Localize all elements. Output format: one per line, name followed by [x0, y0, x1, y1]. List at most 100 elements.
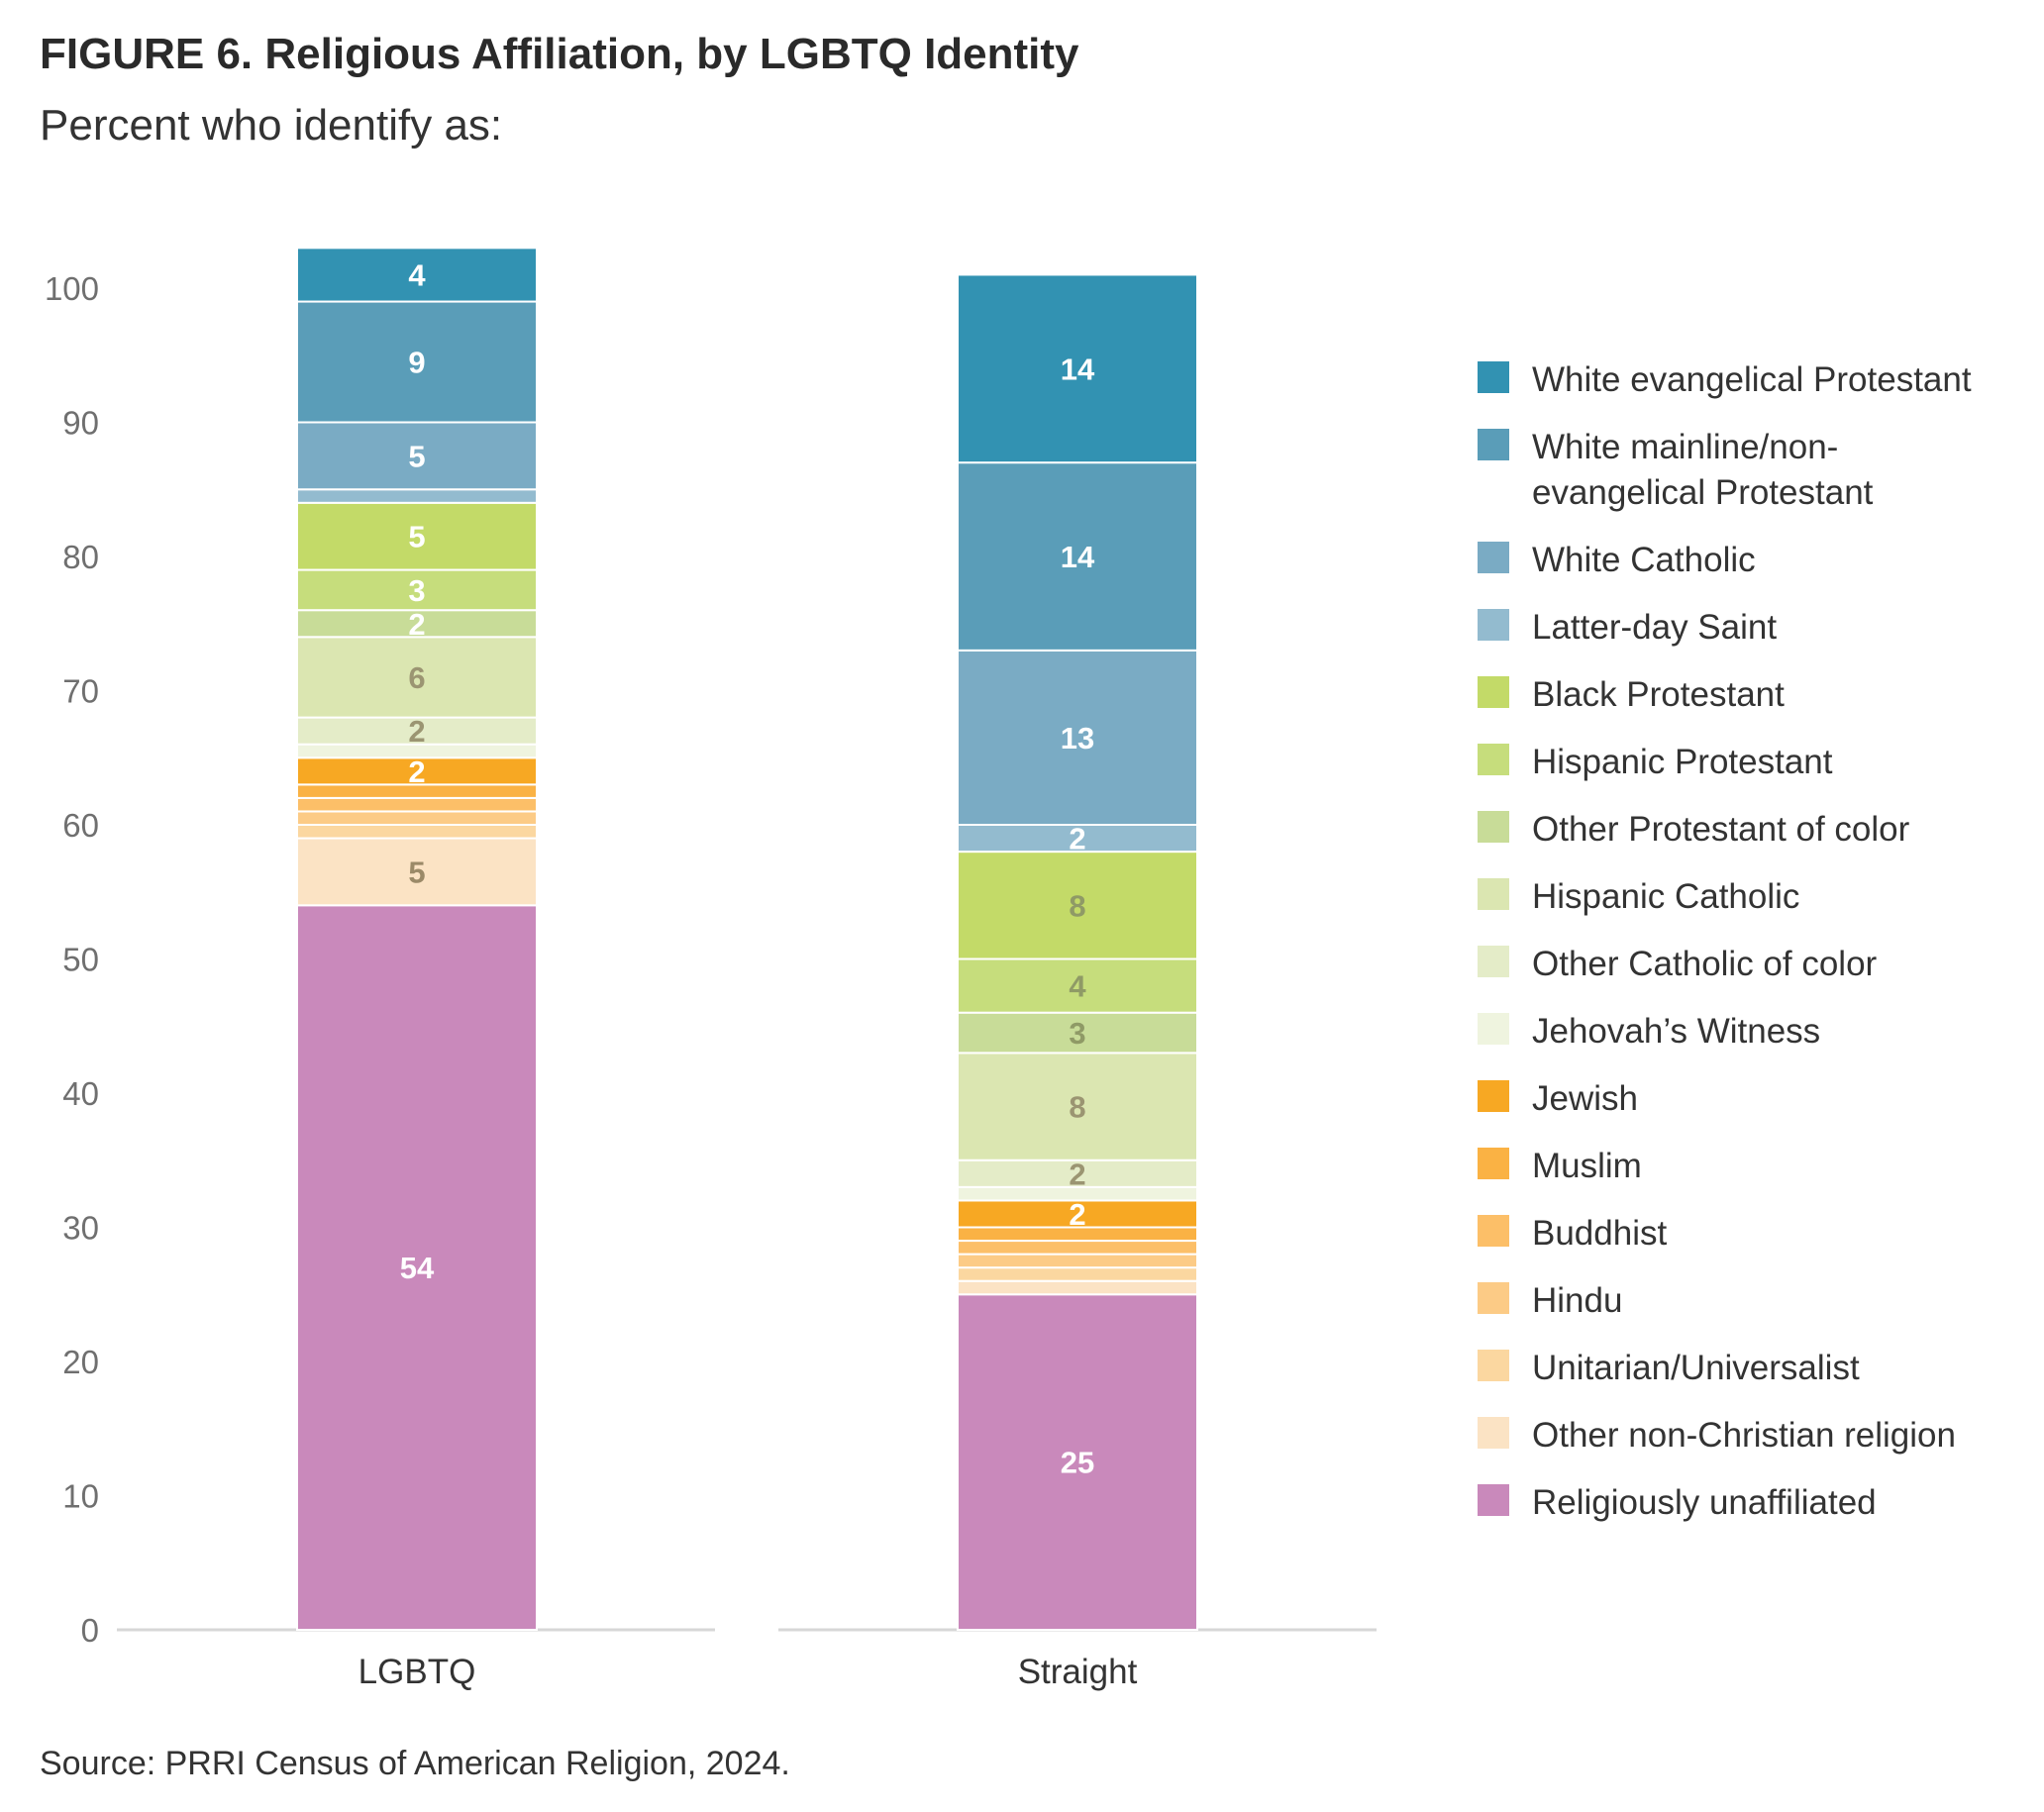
legend-swatch: [1478, 1282, 1509, 1314]
y-tick-label: 20: [62, 1344, 99, 1380]
bar-segment: [957, 1240, 1198, 1256]
bar-segment: [957, 824, 1198, 854]
legend-label: White mainline/non-: [1532, 428, 1838, 466]
bar-segment: [296, 837, 538, 907]
legend-label: Hispanic Protestant: [1532, 743, 1833, 781]
data-label: 14: [1061, 352, 1095, 386]
legend-swatch: [1478, 1013, 1509, 1045]
legend-label: Other non-Christian religion: [1532, 1416, 1956, 1455]
data-label: 9: [408, 346, 425, 380]
data-label: 13: [1061, 721, 1094, 755]
y-tick-label: 90: [62, 405, 99, 442]
y-tick-label: 40: [62, 1075, 99, 1112]
legend-swatch: [1478, 676, 1509, 708]
legend-swatch: [1478, 878, 1509, 910]
data-label: 2: [408, 755, 425, 789]
legend-swatch: [1478, 1080, 1509, 1112]
data-label: 5: [408, 439, 425, 473]
y-tick-label: 50: [62, 942, 99, 978]
bar-segment: [296, 488, 538, 504]
data-label: 2: [1069, 1197, 1085, 1232]
bar-segment: [296, 904, 538, 1631]
y-axis: 0 10 20 30 40 50 60 70 80 90 100: [45, 270, 99, 1649]
legend-label: Muslim: [1532, 1147, 1642, 1185]
legend-label: Religiously unaffiliated: [1532, 1483, 1877, 1522]
legend-swatch: [1478, 811, 1509, 843]
data-label: 4: [1069, 969, 1086, 1004]
data-label: 2: [1069, 822, 1085, 856]
legend-swatch: [1478, 1417, 1509, 1449]
legend-label: Hispanic Catholic: [1532, 877, 1799, 916]
legend-label: White evangelical Protestant: [1532, 360, 1972, 399]
category-label: Straight: [1018, 1653, 1138, 1691]
bar-segment: [957, 1279, 1198, 1296]
category-label: LGBTQ: [358, 1653, 476, 1691]
legend-swatch: [1478, 946, 1509, 977]
bar-segment: [296, 501, 538, 571]
y-tick-label: 30: [62, 1210, 99, 1247]
legend-label: Jewish: [1532, 1079, 1638, 1118]
bar-segment: [296, 716, 538, 746]
data-label: 2: [408, 607, 425, 642]
source-note: Source: PRRI Census of American Religion…: [40, 1745, 790, 1782]
data-label: 8: [1069, 1090, 1085, 1125]
bar-segment: [296, 756, 538, 786]
legend-swatch: [1478, 429, 1509, 460]
legend-label: Hindu: [1532, 1281, 1622, 1320]
legend-label: Jehovah’s Witness: [1532, 1012, 1820, 1051]
y-tick-label: 100: [45, 270, 99, 307]
legend-label: evangelical Protestant: [1532, 473, 1874, 512]
data-label: 54: [400, 1251, 435, 1285]
data-label: 14: [1061, 540, 1095, 574]
legend-swatch: [1478, 1148, 1509, 1179]
bar-segment: [296, 810, 538, 827]
data-label: 25: [1061, 1446, 1094, 1480]
legend-label: Buddhist: [1532, 1214, 1667, 1253]
bar-segment: [957, 1293, 1198, 1631]
y-tick-label: 70: [62, 673, 99, 710]
legend-swatch: [1478, 361, 1509, 393]
data-label: 4: [408, 257, 426, 292]
y-tick-label: 10: [62, 1478, 99, 1515]
bar-segment: [957, 957, 1198, 1014]
legend-swatch: [1478, 542, 1509, 573]
data-label: 2: [1069, 1157, 1085, 1191]
legend-swatch: [1478, 744, 1509, 775]
bar-segment: [957, 851, 1198, 960]
y-tick-label: 80: [62, 539, 99, 575]
bar-segment: [957, 1266, 1198, 1282]
bar-segment: [296, 796, 538, 813]
legend-label: Other Protestant of color: [1532, 810, 1910, 849]
bar-segment: [296, 247, 538, 303]
legend-swatch: [1478, 1215, 1509, 1247]
bar-segment: [957, 1199, 1198, 1229]
bar-segment: [296, 824, 538, 840]
legend-label: Unitarian/Universalist: [1532, 1349, 1860, 1387]
data-label: 5: [408, 520, 425, 554]
legend-swatch: [1478, 1484, 1509, 1516]
bar-segment: [296, 636, 538, 719]
data-label: 6: [408, 660, 425, 695]
data-label: 3: [408, 573, 425, 608]
y-tick-label: 60: [62, 807, 99, 844]
legend-label: Black Protestant: [1532, 675, 1785, 714]
legend: White evangelical Protestant White mainli…: [1478, 360, 1972, 1522]
bar-segment: [957, 273, 1198, 464]
bar-segment: [957, 1253, 1198, 1269]
bar-segment: [957, 1052, 1198, 1161]
y-tick-label: 0: [81, 1612, 99, 1649]
data-label: 5: [408, 855, 425, 889]
bar-segment: [957, 461, 1198, 652]
bar-segment: [296, 421, 538, 491]
legend-swatch: [1478, 609, 1509, 641]
chart-title: FIGURE 6. Religious Affiliation, by LGBT…: [40, 30, 1079, 78]
data-label: 3: [1069, 1016, 1085, 1051]
bar-segment: [296, 300, 538, 424]
legend-label: Latter-day Saint: [1532, 608, 1777, 647]
category-labels: LGBTQ Straight: [358, 1653, 1138, 1691]
chart-subtitle: Percent who identify as:: [40, 101, 503, 150]
bar-segment: [296, 568, 538, 612]
legend-label: White Catholic: [1532, 541, 1756, 579]
